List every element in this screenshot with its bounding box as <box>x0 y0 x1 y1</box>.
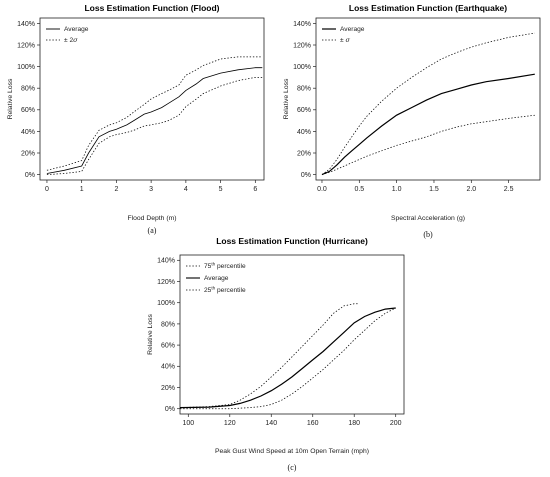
y-tick-label: 140% <box>157 258 175 265</box>
y-axis-label: Relative Loss <box>7 78 14 119</box>
x-tick-label: 1 <box>80 186 84 193</box>
x-axis-label: Peak Gust Wind Speed at 10m Open Terrain… <box>215 448 369 455</box>
legend-entry: Average <box>204 275 229 282</box>
y-tick-label: 20% <box>297 150 311 157</box>
y-tick-label: 60% <box>161 343 175 350</box>
plot-frame <box>179 254 405 415</box>
x-tick-label: 160 <box>307 420 319 427</box>
series-line-25th-percentile <box>180 307 396 410</box>
series-line-average <box>180 307 396 409</box>
panel-label: (b) <box>423 230 433 239</box>
y-tick-label: 80% <box>161 321 175 328</box>
y-tick-label: 80% <box>21 86 35 93</box>
x-tick-label: 0 <box>45 186 49 193</box>
chart-title: Loss Estimation Function (Earthquake) <box>349 3 507 13</box>
series-line-75th-percentile <box>180 303 359 408</box>
x-axis-label: Spectral Acceleration (g) <box>391 215 465 222</box>
legend-entry: ± 2σ <box>64 36 78 44</box>
y-tick-label: 0% <box>25 172 35 179</box>
x-tick-label: 2 <box>114 186 118 193</box>
series-line-lower-bound <box>321 114 535 175</box>
sigma-symbol: σ <box>345 36 350 44</box>
legend: Average ± σ <box>322 26 365 44</box>
y-tick-label: 40% <box>297 129 311 136</box>
x-tick-label: 3 <box>149 186 153 193</box>
y-tick-label: 20% <box>21 150 35 157</box>
x-tick-label: 140 <box>265 420 277 427</box>
series-line-average <box>46 67 263 174</box>
series-line-lower-bound <box>46 77 263 175</box>
sigma-symbol: σ <box>73 36 78 44</box>
chart-2: Loss Estimation Function (Earthquake) 0% 2… <box>283 3 541 239</box>
x-tick-label: 2.5 <box>504 186 514 193</box>
legend-text: ± 2 <box>64 37 73 44</box>
y-tick-label: 140% <box>293 21 311 28</box>
legend-entry: Average <box>64 26 89 33</box>
x-tick-label: 4 <box>184 186 188 193</box>
series-line--2- <box>46 56 263 171</box>
y-tick-label: 100% <box>17 64 35 71</box>
x-tick-label: 100 <box>182 420 194 427</box>
legend-superscript: th <box>211 262 215 267</box>
plot-frame <box>315 17 541 181</box>
y-tick-label: 80% <box>297 86 311 93</box>
y-tick-label: 0% <box>301 172 311 179</box>
panel-label: (a) <box>148 226 157 235</box>
y-axis-label: Relative Loss <box>147 314 154 355</box>
x-tick-label: 180 <box>348 420 360 427</box>
chart-title: Loss Estimation Function (Flood) <box>84 3 219 13</box>
x-tick-label: 0.5 <box>354 186 364 193</box>
legend-text: percentile <box>215 287 246 294</box>
y-tick-label: 0% <box>165 406 175 413</box>
x-tick-label: 2.0 <box>466 186 476 193</box>
legend-text: percentile <box>215 263 246 270</box>
x-tick-label: 1.0 <box>392 186 402 193</box>
y-tick-label: 40% <box>21 129 35 136</box>
legend-text: 25 <box>204 287 212 294</box>
y-tick-label: 40% <box>161 364 175 371</box>
chart-1: Loss Estimation Function (Flood) 0% 20% 40%… <box>7 3 265 235</box>
x-tick-label: 0.0 <box>317 186 327 193</box>
y-tick-label: 120% <box>157 279 175 286</box>
panel-label: (c) <box>288 463 297 472</box>
y-tick-label: 20% <box>161 385 175 392</box>
x-axis-label: Flood Depth (m) <box>127 215 176 222</box>
x-tick-label: 1.5 <box>429 186 439 193</box>
y-tick-label: 60% <box>21 107 35 114</box>
legend-text: 75 <box>204 263 212 270</box>
legend-entry: ± σ <box>340 36 350 44</box>
y-tick-label: 100% <box>293 64 311 71</box>
x-tick-label: 200 <box>390 420 402 427</box>
x-tick-label: 6 <box>253 186 257 193</box>
plot-frame <box>39 17 265 181</box>
y-tick-label: 140% <box>17 21 35 28</box>
legend-entry: Average <box>340 26 365 33</box>
legend: Average ± 2σ <box>46 26 89 44</box>
legend-superscript: th <box>211 286 215 291</box>
legend-text: ± <box>340 37 345 44</box>
x-tick-label: 120 <box>224 420 236 427</box>
legend-entry: 25th percentile <box>204 286 246 295</box>
series-line-- <box>321 32 535 175</box>
chart-title: Loss Estimation Function (Hurricane) <box>216 236 368 246</box>
legend-text: Average <box>204 275 229 282</box>
legend-entry: 75th percentile <box>204 262 246 271</box>
chart-3: Loss Estimation Function (Hurricane) 0% 20… <box>147 236 405 472</box>
series-line-average <box>321 73 535 176</box>
y-tick-label: 100% <box>157 300 175 307</box>
y-tick-label: 60% <box>297 107 311 114</box>
y-tick-label: 120% <box>293 42 311 49</box>
y-tick-label: 120% <box>17 42 35 49</box>
y-axis-label: Relative Loss <box>283 78 290 119</box>
x-tick-label: 5 <box>219 186 223 193</box>
